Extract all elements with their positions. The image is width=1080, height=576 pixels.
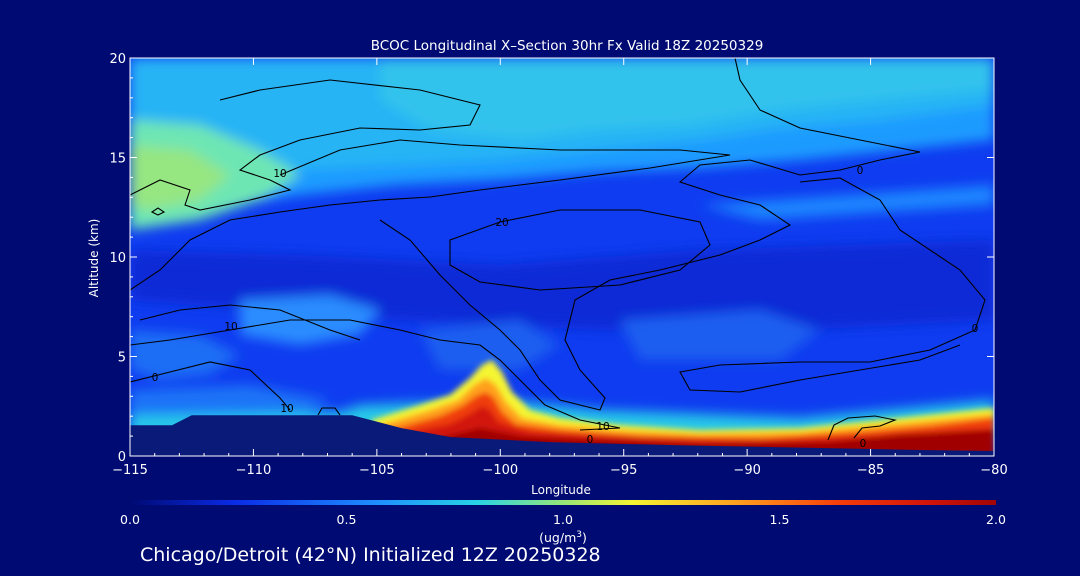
- colorbar: [130, 500, 996, 505]
- x-axis-label: Longitude: [531, 483, 591, 497]
- x-tick-label: −105: [359, 463, 395, 478]
- y-axis: 0 5 10 15 20: [109, 52, 994, 465]
- y-tick-label: 10: [109, 251, 126, 266]
- x-tick-label: −85: [857, 463, 884, 478]
- x-tick-label: −90: [733, 463, 760, 478]
- colorbar-tick-label: 1.5: [770, 512, 790, 527]
- x-tick-label: −80: [980, 463, 1007, 478]
- colorbar-ticks: 0.0 0.5 1.0 1.5 2.0: [120, 512, 1006, 527]
- colorbar-units-superscript: 3: [576, 530, 582, 540]
- x-tick-label: −110: [236, 463, 272, 478]
- x-tick-label: −100: [482, 463, 518, 478]
- y-axis-label: Altitude (km): [87, 219, 101, 298]
- colorbar-units-text: (ug/m: [539, 530, 576, 545]
- y-tick-label: 5: [118, 351, 126, 366]
- x-tick-label: −95: [610, 463, 637, 478]
- contour-label: 10: [224, 321, 237, 333]
- y-tick-label: 15: [109, 152, 126, 167]
- footer-caption: Chicago/Detroit (42°N) Initialized 12Z 2…: [140, 544, 601, 566]
- contour-label: 10: [596, 421, 609, 433]
- colorbar-units: (ug/m3): [539, 530, 587, 545]
- y-tick-label: 0: [118, 450, 126, 465]
- contour-label: 10: [280, 403, 293, 415]
- colorbar-tick-label: 0.0: [120, 512, 140, 527]
- contour-label: 0: [857, 165, 864, 177]
- contour-label: 20: [495, 217, 508, 229]
- chart-title: BCOC Longitudinal X–Section 30hr Fx Vali…: [371, 38, 764, 54]
- x-tick-label: −115: [112, 463, 148, 478]
- colorbar-tick-label: 2.0: [986, 512, 1006, 527]
- colorbar-units-close: ): [582, 530, 587, 545]
- contour-label: 0: [587, 434, 594, 446]
- contour-label: 10: [273, 168, 286, 180]
- colorbar-tick-label: 0.5: [337, 512, 357, 527]
- contour-label: 0: [860, 438, 867, 450]
- contour-label: 0: [152, 372, 159, 384]
- y-tick-label: 20: [109, 52, 126, 67]
- contour-lines: [130, 58, 986, 441]
- x-axis: −115 −110 −105 −100 −95 −90 −85 −80: [112, 58, 1008, 478]
- terrain: [130, 415, 994, 456]
- contour-label: 0: [972, 323, 979, 335]
- colorbar-tick-label: 1.0: [553, 512, 573, 527]
